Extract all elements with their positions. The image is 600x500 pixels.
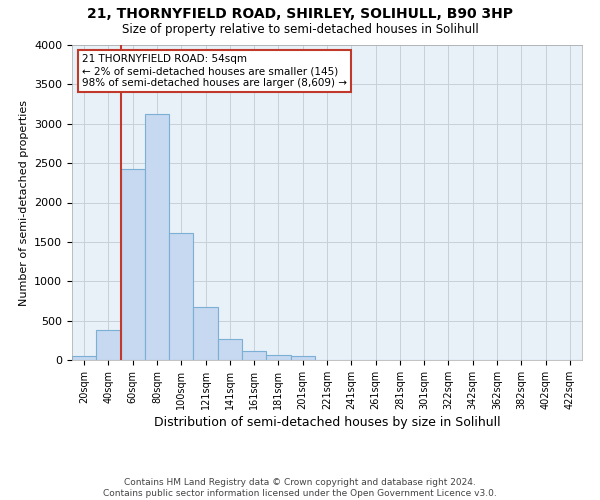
Bar — [242, 351, 266, 360]
Bar — [145, 114, 169, 360]
Text: Size of property relative to semi-detached houses in Solihull: Size of property relative to semi-detach… — [122, 22, 478, 36]
Bar — [266, 355, 290, 360]
Bar — [169, 233, 193, 360]
Text: 21, THORNYFIELD ROAD, SHIRLEY, SOLIHULL, B90 3HP: 21, THORNYFIELD ROAD, SHIRLEY, SOLIHULL,… — [87, 8, 513, 22]
Text: 21 THORNYFIELD ROAD: 54sqm
← 2% of semi-detached houses are smaller (145)
98% of: 21 THORNYFIELD ROAD: 54sqm ← 2% of semi-… — [82, 54, 347, 88]
Text: Contains HM Land Registry data © Crown copyright and database right 2024.
Contai: Contains HM Land Registry data © Crown c… — [103, 478, 497, 498]
Bar — [72, 356, 96, 360]
Bar — [290, 356, 315, 360]
Bar — [218, 338, 242, 360]
Bar — [193, 307, 218, 360]
Bar — [96, 330, 121, 360]
X-axis label: Distribution of semi-detached houses by size in Solihull: Distribution of semi-detached houses by … — [154, 416, 500, 429]
Y-axis label: Number of semi-detached properties: Number of semi-detached properties — [19, 100, 29, 306]
Bar — [121, 168, 145, 360]
